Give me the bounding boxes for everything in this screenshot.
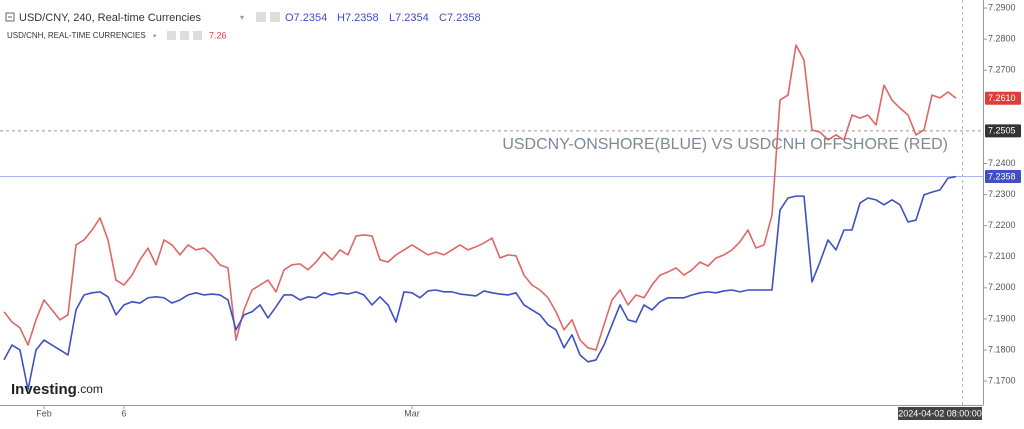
x-tick-label: Mar (404, 408, 420, 418)
y-tick-label: 7.1700 (988, 375, 1016, 385)
x-tag-label: 2024-04-02 08:00:00 (898, 408, 982, 418)
y-tick-label: 7.2400 (988, 158, 1016, 168)
price-tag-label: 7.2610 (988, 93, 1016, 103)
series-line (3, 44, 957, 351)
settings-icon[interactable] (180, 31, 189, 40)
logo-main: Investing (11, 381, 77, 398)
annotation: USDCNY-ONSHORE(BLUE) VS USDCNH OFFSHORE … (502, 136, 948, 153)
eye-icon[interactable] (256, 12, 266, 22)
collapse-icon[interactable] (5, 12, 15, 22)
settings-icon[interactable] (270, 12, 280, 22)
y-tick-label: 7.2100 (988, 251, 1016, 261)
y-tick-label: 7.2000 (988, 282, 1016, 292)
logo: Investing.com (11, 381, 103, 398)
y-tick-label: 7.2200 (988, 220, 1016, 230)
price-tag (985, 170, 1021, 184)
ohlc-low: L7.2354 (389, 12, 429, 24)
price-tag-label: 7.2505 (988, 126, 1016, 136)
y-tick-label: 7.2700 (988, 65, 1016, 75)
chart-title: USD/CNY, 240, Real-time Currencies (19, 12, 201, 24)
dropdown-arrow[interactable]: ▾ (240, 13, 244, 22)
y-tick-label: 7.2300 (988, 189, 1016, 199)
series-line (3, 175, 957, 391)
y-tick-label: 7.2800 (988, 34, 1016, 44)
y-tick-label: 7.2900 (988, 2, 1016, 12)
x-tick-label: Feb (36, 408, 52, 418)
x-tick-label: 6 (121, 408, 126, 418)
close-icon[interactable] (193, 31, 202, 40)
x-tag (898, 407, 982, 420)
second-series-title: USD/CNH, REAL-TIME CURRENCIES (7, 31, 146, 40)
dropdown-arrow[interactable]: ▾ (153, 33, 157, 40)
second-series-value: 7.26 (209, 30, 227, 40)
logo-suffix: .com (77, 382, 103, 396)
price-tag (985, 91, 1021, 105)
ohlc-close: C7.2358 (439, 12, 481, 24)
eye-icon[interactable] (167, 31, 176, 40)
price-tag-label: 7.2358 (988, 171, 1016, 181)
ohlc-high: H7.2358 (337, 12, 379, 24)
y-tick-label: 7.1900 (988, 313, 1016, 323)
ohlc-open: O7.2354 (285, 12, 327, 24)
y-tick-label: 7.1800 (988, 344, 1016, 354)
price-tag (985, 124, 1021, 138)
